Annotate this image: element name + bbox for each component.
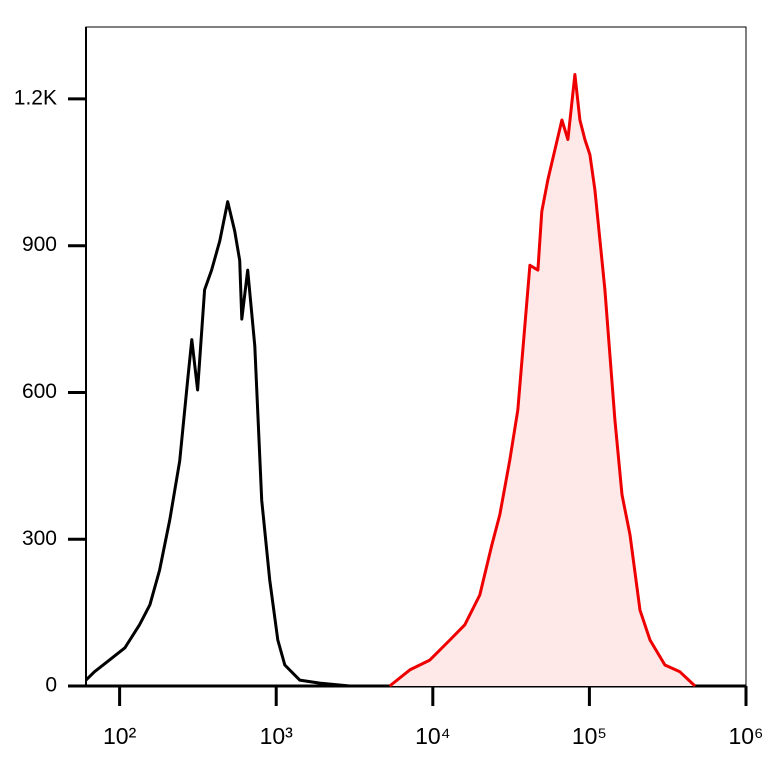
y-tick-label: 600 — [22, 380, 57, 403]
x-tick-label: 10⁴ — [415, 723, 450, 749]
plot-frame — [85, 26, 747, 687]
y-tick-label: 900 — [22, 233, 57, 256]
y-tick-label: 0 — [45, 674, 57, 697]
area — [389, 74, 695, 686]
x-tick-label: 10³ — [260, 723, 294, 749]
x-tick-label: 10⁵ — [572, 723, 607, 749]
x-tick-label: 10² — [103, 723, 137, 749]
y-tick-label: 300 — [22, 527, 57, 550]
y-tick-label: 1.2K — [14, 86, 57, 109]
histogram-line — [84, 200, 350, 688]
x-tick-label: 10⁶ — [728, 723, 763, 749]
histogram-line — [388, 73, 697, 688]
